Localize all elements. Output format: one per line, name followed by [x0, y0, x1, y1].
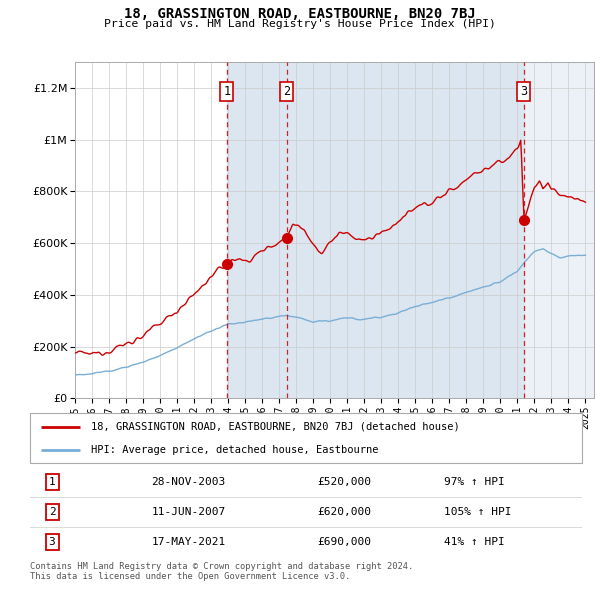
FancyBboxPatch shape: [30, 413, 582, 463]
Text: 11-JUN-2007: 11-JUN-2007: [151, 507, 226, 517]
Text: 18, GRASSINGTON ROAD, EASTBOURNE, BN20 7BJ: 18, GRASSINGTON ROAD, EASTBOURNE, BN20 7…: [124, 7, 476, 21]
Text: Contains HM Land Registry data © Crown copyright and database right 2024.: Contains HM Land Registry data © Crown c…: [30, 562, 413, 571]
Text: 28-NOV-2003: 28-NOV-2003: [151, 477, 226, 487]
Text: Price paid vs. HM Land Registry's House Price Index (HPI): Price paid vs. HM Land Registry's House …: [104, 19, 496, 29]
Text: £690,000: £690,000: [317, 537, 371, 547]
Text: 2: 2: [49, 507, 55, 517]
Text: 18, GRASSINGTON ROAD, EASTBOURNE, BN20 7BJ (detached house): 18, GRASSINGTON ROAD, EASTBOURNE, BN20 7…: [91, 421, 460, 431]
Bar: [287, 62, 524, 398]
Text: £520,000: £520,000: [317, 477, 371, 487]
Text: 41% ↑ HPI: 41% ↑ HPI: [444, 537, 505, 547]
Bar: [524, 62, 594, 398]
Text: 3: 3: [520, 85, 527, 98]
Text: 97% ↑ HPI: 97% ↑ HPI: [444, 477, 505, 487]
Text: 3: 3: [49, 537, 55, 547]
Bar: [227, 62, 287, 398]
Text: £620,000: £620,000: [317, 507, 371, 517]
Text: 17-MAY-2021: 17-MAY-2021: [151, 537, 226, 547]
Text: This data is licensed under the Open Government Licence v3.0.: This data is licensed under the Open Gov…: [30, 572, 350, 581]
Text: 1: 1: [223, 85, 230, 98]
Text: HPI: Average price, detached house, Eastbourne: HPI: Average price, detached house, East…: [91, 445, 378, 455]
Text: 105% ↑ HPI: 105% ↑ HPI: [444, 507, 511, 517]
Text: 1: 1: [49, 477, 55, 487]
Text: 2: 2: [283, 85, 290, 98]
